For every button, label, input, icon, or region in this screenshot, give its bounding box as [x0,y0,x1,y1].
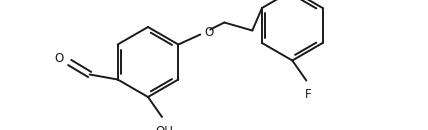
Text: F: F [305,89,312,102]
Text: O: O [54,52,64,65]
Text: OH: OH [155,125,173,130]
Text: O: O [204,26,214,39]
